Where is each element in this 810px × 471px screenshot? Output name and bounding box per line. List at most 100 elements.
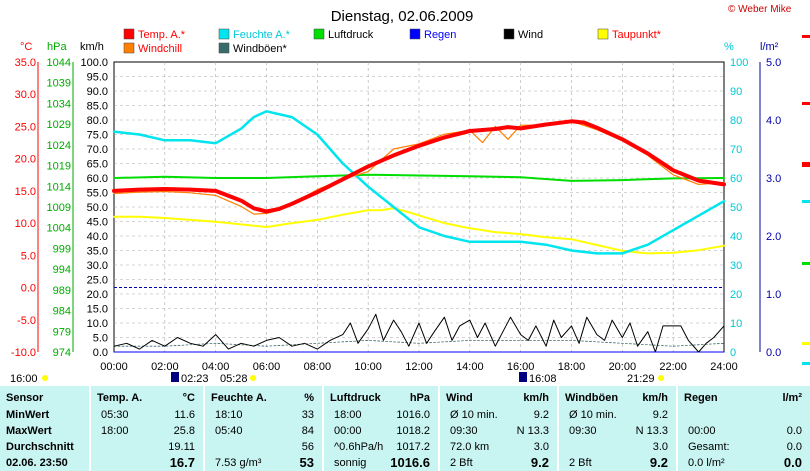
gusts-row-value: N 13.3 [635,425,668,437]
sun-marker-left-icon [42,375,48,381]
legend-swatch [218,42,230,54]
wind-row-value: N 13.3 [516,425,549,437]
gusts-row-label: 09:30 [569,425,597,437]
tick-label-hpa: 1004 [47,223,71,235]
tick-label-percent: 20 [730,289,742,301]
tick-label-kmh: 35.0 [87,246,108,258]
tick-label-kmh: 55.0 [87,188,108,200]
wind-row-label: 2 Bft [450,457,473,469]
statistics-table: Sensor MinWert MaxWert Durchschnitt 02.0… [0,386,810,471]
tick-label-hpa: 974 [53,347,71,359]
tick-label-celsius: 35.0 [15,57,36,69]
tick-label-kmh: 65.0 [87,159,108,171]
legend-label: Luftdruck [328,29,374,41]
tick-label-percent: 30 [730,260,742,272]
pressure-row-value: 1016.6 [390,455,430,470]
tick-label-hpa: 1034 [47,98,71,110]
gusts-unit: km/h [642,392,668,404]
tick-label-celsius: 25.0 [15,121,36,133]
rain-row-label: 00:00 [688,425,716,437]
wind-row-label: 72.0 km [450,441,490,453]
left-time-label: 16:00 [10,373,38,385]
temp-row-label: 18:00 [101,425,129,437]
humidity-row-value: 53 [299,455,314,470]
sensor-row-max: MaxWert [6,425,52,437]
series-line [112,110,726,255]
sensor-header: Sensor [6,392,44,404]
sunrise-icon [250,375,256,381]
humidity-column: Feuchte A.% 18:10 33 05:40 84 56 7.53 g/m³ 53 [205,386,324,471]
tick-label-rain: 4.0 [766,115,781,127]
wind-row-value: 3.0 [533,441,549,453]
humidity-row-value: 56 [301,441,314,453]
series-line [113,207,725,255]
sunset-icon [658,375,664,381]
temp-row-value: 25.8 [173,425,195,437]
wind-header: Wind [446,392,473,404]
tick-label-kmh: 95.0 [87,72,108,84]
tick-label-kmh: 10.0 [87,318,108,330]
humidity-unit: % [304,392,314,404]
tick-label-percent: 60 [730,173,742,185]
sun-moon-row: 16:00 02:23 05:28 16:08 21:29 [10,372,664,385]
unit-rain: l/m² [760,41,779,53]
tick-label-kmh: 5.0 [93,333,108,345]
series-line [113,313,725,353]
gusts-row-value: 9.2 [652,409,668,421]
moon-set-icon [171,372,179,382]
gusts-row-value: 3.0 [652,441,668,453]
gusts-row-label: Ø 10 min. [569,409,617,421]
tick-label-kmh: 30.0 [87,260,108,272]
temp-row-value: 19.11 [168,441,195,453]
tick-label-hpa: 989 [53,285,71,297]
tick-label-kmh: 60.0 [87,173,108,185]
tick-label-time: 16:00 [507,361,535,373]
rain-column: Regen l/m² 00:00 0.0 Gesamt: 0.0 0.0 l/m² 0.0 [678,386,810,471]
rain-row-label: 0.0 l/m² [688,457,725,469]
humidity-row-label: 18:10 [215,409,243,421]
tick-label-kmh: 75.0 [87,130,108,142]
right-edge-marks [802,35,810,365]
tick-label-hpa: 1044 [47,57,71,69]
tick-label-time: 22:00 [659,361,687,373]
gusts-column: Windböen km/h Ø 10 min. 9.2 09:30 N 13.3 3.0 2 … [559,386,678,471]
chart-title: Dienstag, 02.06.2009 [331,8,474,25]
tick-label-time: 08:00 [304,361,332,373]
temp-row-label: 05:30 [101,409,129,421]
tick-label-kmh: 25.0 [87,275,108,287]
series-line [113,173,725,182]
pressure-row-value: 1017.2 [396,441,430,453]
gusts-row-label: 2 Bft [569,457,592,469]
pressure-column: Luftdruck hPa 18:00 1016.0 00:00 1018.2 ^0.6hP… [324,386,440,471]
tick-label-time: 02:00 [151,361,179,373]
copyright-label: © Weber Mike [728,4,792,15]
wind-row-label: Ø 10 min. [450,409,498,421]
rain-unit: l/m² [782,392,802,404]
tick-label-hpa: 1019 [47,161,71,173]
axis-units: °C hPa km/h % l/m² [20,41,779,53]
wind-row-value: 9.2 [533,409,549,421]
tick-label-hpa: 1009 [47,202,71,214]
tick-label-kmh: 0.0 [93,347,108,359]
tick-label-rain: 0.0 [766,347,781,359]
tick-label-celsius: 0.0 [21,283,36,295]
grid [114,62,724,352]
tick-label-celsius: 15.0 [15,186,36,198]
legend-label: Wind [518,29,543,41]
rain-row-value: 0.0 [786,441,802,453]
tick-label-rain: 5.0 [766,57,781,69]
gusts-header: Windböen [565,392,619,404]
tick-label-kmh: 15.0 [87,304,108,316]
tick-label-percent: 40 [730,231,742,243]
tick-label-time: 04:00 [202,361,230,373]
pressure-row-value: 1018.2 [396,425,430,437]
legend-swatch [597,28,609,40]
legend-swatch [123,42,135,54]
tick-label-kmh: 20.0 [87,289,108,301]
tick-label-percent: 80 [730,115,742,127]
tick-label-hpa: 984 [53,306,71,318]
legend-swatch [123,28,135,40]
tick-label-celsius: -5.0 [17,315,36,327]
moon-set-label: 02:23 [181,373,209,385]
legend-label: Temp. A.* [138,29,186,41]
